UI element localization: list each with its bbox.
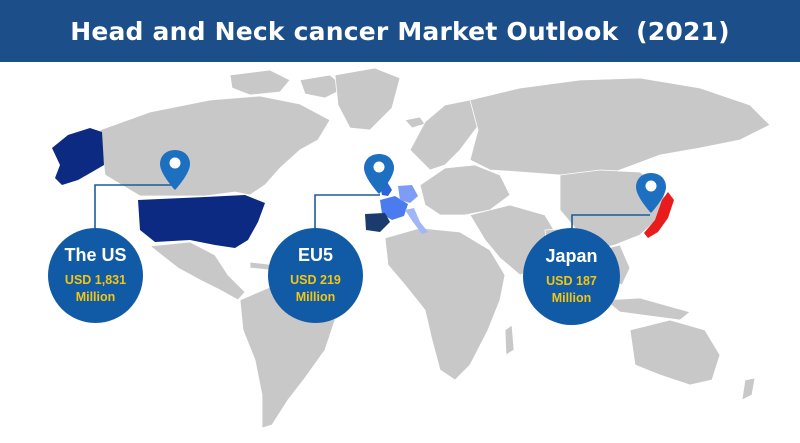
bubble-value: USD 1,831 bbox=[64, 273, 127, 287]
bubble-eu5: EU5 USD 219 Million bbox=[268, 228, 363, 323]
region-spain bbox=[365, 213, 390, 232]
connector-us bbox=[94, 184, 172, 238]
region-france bbox=[380, 196, 408, 220]
map-pin-icon bbox=[364, 154, 394, 194]
landmass-iceland bbox=[404, 116, 426, 129]
map-pin-icon bbox=[636, 173, 666, 213]
landmass-africa bbox=[384, 227, 506, 381]
bubble-region-label: Japan bbox=[545, 246, 598, 266]
landmass-russia bbox=[469, 77, 771, 181]
page-title: Head and Neck cancer Market Outlook (202… bbox=[70, 16, 730, 46]
bubble-unit: Million bbox=[295, 290, 336, 304]
region-alaska bbox=[52, 128, 104, 185]
landmass-canada bbox=[99, 95, 331, 197]
landmass-europe-east bbox=[419, 164, 511, 216]
bubble-japan: Japan USD 187 Million bbox=[523, 228, 620, 325]
region-germany bbox=[398, 185, 418, 203]
landmass-arctic-islands bbox=[229, 69, 291, 96]
highlighted-regions bbox=[52, 128, 674, 248]
landmass-arctic-islands-2 bbox=[299, 74, 346, 99]
landmass-australia bbox=[629, 319, 721, 386]
connector-eu5 bbox=[314, 194, 380, 238]
landmass-mexico bbox=[148, 241, 246, 301]
map-pin-icon bbox=[160, 150, 190, 190]
header-bar: Head and Neck cancer Market Outlook (202… bbox=[0, 0, 800, 62]
landmass-new-zealand bbox=[741, 377, 756, 401]
bubble-region-label: The US bbox=[64, 245, 127, 265]
landmass-greenland bbox=[334, 67, 401, 131]
landmass-indonesia bbox=[603, 297, 691, 321]
bubble-unit: Million bbox=[75, 290, 116, 304]
region-japan bbox=[644, 192, 674, 238]
landmass-madagascar bbox=[504, 324, 515, 356]
region-italy bbox=[405, 208, 428, 234]
bubble-value: USD 219 bbox=[290, 273, 341, 287]
land-masses bbox=[99, 67, 771, 429]
bubble-unit: Million bbox=[551, 291, 592, 305]
bubble-region-label: EU5 bbox=[297, 245, 333, 265]
bubble-value: USD 187 bbox=[546, 274, 597, 288]
region-usa bbox=[138, 195, 265, 248]
bubble-us: The US USD 1,831 Million bbox=[48, 228, 143, 323]
map-pins bbox=[160, 150, 666, 213]
